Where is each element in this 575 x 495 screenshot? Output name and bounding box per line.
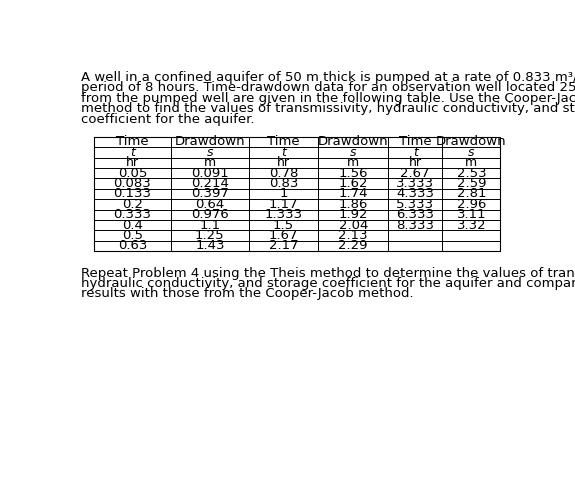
Text: m: m bbox=[465, 156, 477, 169]
Text: 0.05: 0.05 bbox=[118, 167, 147, 180]
Text: 1.25: 1.25 bbox=[195, 229, 225, 242]
Text: from the pumped well are given in the following table. Use the Cooper-Jacob: from the pumped well are given in the fo… bbox=[81, 92, 575, 105]
Text: 0.64: 0.64 bbox=[195, 198, 224, 211]
Text: 1.56: 1.56 bbox=[339, 167, 368, 180]
Text: 3.333: 3.333 bbox=[396, 177, 434, 190]
Text: Time: Time bbox=[116, 136, 148, 148]
Text: s: s bbox=[350, 146, 356, 159]
Text: hr: hr bbox=[277, 156, 290, 169]
Text: 3.11: 3.11 bbox=[457, 208, 486, 221]
Text: Time: Time bbox=[267, 136, 300, 148]
Text: Drawdown: Drawdown bbox=[436, 136, 507, 148]
Text: period of 8 hours. Time-drawdown data for an observation well located 250 m away: period of 8 hours. Time-drawdown data fo… bbox=[81, 81, 575, 95]
Text: hr: hr bbox=[409, 156, 421, 169]
Text: 1: 1 bbox=[279, 188, 288, 200]
Text: Repeat Problem 4 using the Theis method to determine the values of transmissivit: Repeat Problem 4 using the Theis method … bbox=[81, 266, 575, 280]
Text: 1.67: 1.67 bbox=[269, 229, 298, 242]
Text: 0.4: 0.4 bbox=[122, 219, 143, 232]
Text: m: m bbox=[347, 156, 359, 169]
Text: 0.397: 0.397 bbox=[191, 188, 229, 200]
Text: 0.214: 0.214 bbox=[191, 177, 229, 190]
Text: 0.2: 0.2 bbox=[122, 198, 143, 211]
Text: 1.333: 1.333 bbox=[264, 208, 302, 221]
Text: 2.53: 2.53 bbox=[457, 167, 486, 180]
Text: 2.67: 2.67 bbox=[400, 167, 430, 180]
Text: Drawdown: Drawdown bbox=[175, 136, 245, 148]
Text: 0.091: 0.091 bbox=[191, 167, 229, 180]
Text: 0.78: 0.78 bbox=[269, 167, 298, 180]
Text: t: t bbox=[281, 146, 286, 159]
Text: 1.86: 1.86 bbox=[339, 198, 368, 211]
Text: 0.083: 0.083 bbox=[113, 177, 151, 190]
Text: 2.96: 2.96 bbox=[457, 198, 486, 211]
Text: 0.976: 0.976 bbox=[191, 208, 229, 221]
Text: 1.43: 1.43 bbox=[195, 240, 225, 252]
Text: 3.32: 3.32 bbox=[457, 219, 486, 232]
Text: Time: Time bbox=[399, 136, 431, 148]
Text: 5.333: 5.333 bbox=[396, 198, 434, 211]
Text: s: s bbox=[206, 146, 213, 159]
Text: hydraulic conductivity, and storage coefficient for the aquifer and compare the: hydraulic conductivity, and storage coef… bbox=[81, 277, 575, 290]
Text: 1.17: 1.17 bbox=[269, 198, 298, 211]
Text: 6.333: 6.333 bbox=[396, 208, 434, 221]
Text: 2.13: 2.13 bbox=[338, 229, 368, 242]
Text: Drawdown: Drawdown bbox=[318, 136, 389, 148]
Text: 1.92: 1.92 bbox=[339, 208, 368, 221]
Text: 0.333: 0.333 bbox=[113, 208, 151, 221]
Text: coefficient for the aquifer.: coefficient for the aquifer. bbox=[81, 112, 255, 126]
Text: 2.29: 2.29 bbox=[339, 240, 368, 252]
Text: m: m bbox=[204, 156, 216, 169]
Text: 1.1: 1.1 bbox=[200, 219, 220, 232]
Text: 1.74: 1.74 bbox=[339, 188, 368, 200]
Text: 0.5: 0.5 bbox=[122, 229, 143, 242]
Text: 2.59: 2.59 bbox=[457, 177, 486, 190]
Text: hr: hr bbox=[126, 156, 139, 169]
Text: t: t bbox=[413, 146, 417, 159]
Text: s: s bbox=[468, 146, 474, 159]
Text: A well in a confined aquifer of 50 m thick is pumped at a rate of 0.833 m³/min f: A well in a confined aquifer of 50 m thi… bbox=[81, 71, 575, 84]
Text: 0.133: 0.133 bbox=[113, 188, 151, 200]
Text: 1.62: 1.62 bbox=[339, 177, 368, 190]
Text: 1.5: 1.5 bbox=[273, 219, 294, 232]
Text: 8.333: 8.333 bbox=[396, 219, 434, 232]
Text: 2.81: 2.81 bbox=[457, 188, 486, 200]
Text: method to find the values of transmissivity, hydraulic conductivity, and storage: method to find the values of transmissiv… bbox=[81, 102, 575, 115]
Text: 2.17: 2.17 bbox=[269, 240, 298, 252]
Text: 4.333: 4.333 bbox=[396, 188, 434, 200]
Text: 0.83: 0.83 bbox=[269, 177, 298, 190]
Text: 0.63: 0.63 bbox=[118, 240, 147, 252]
Text: t: t bbox=[130, 146, 135, 159]
Bar bbox=[94, 137, 500, 251]
Text: results with those from the Cooper-Jacob method.: results with those from the Cooper-Jacob… bbox=[81, 287, 414, 300]
Text: 2.04: 2.04 bbox=[339, 219, 368, 232]
